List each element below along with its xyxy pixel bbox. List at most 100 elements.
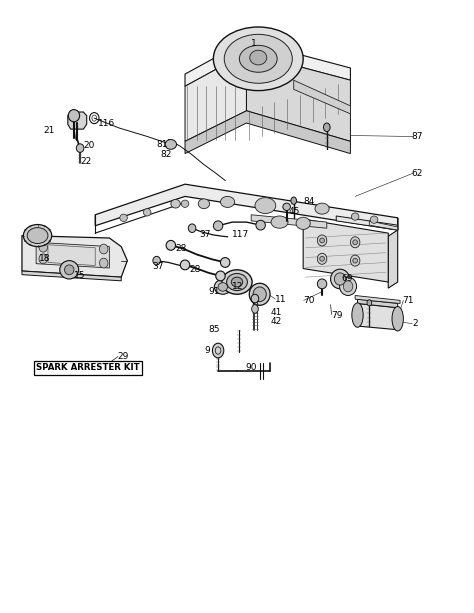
Ellipse shape — [100, 244, 108, 254]
Text: 90: 90 — [246, 363, 257, 372]
Text: 21: 21 — [43, 126, 55, 135]
Text: 29: 29 — [118, 352, 129, 361]
Text: 87: 87 — [412, 132, 423, 141]
Text: 84: 84 — [303, 197, 315, 206]
Text: 116: 116 — [98, 118, 115, 128]
Ellipse shape — [291, 197, 297, 204]
Polygon shape — [22, 235, 128, 277]
Polygon shape — [357, 303, 398, 330]
Ellipse shape — [153, 256, 160, 265]
Polygon shape — [36, 242, 109, 268]
Text: 62: 62 — [412, 169, 423, 178]
Ellipse shape — [216, 271, 225, 281]
Text: 22: 22 — [80, 157, 91, 166]
Ellipse shape — [212, 343, 224, 358]
Ellipse shape — [351, 213, 359, 220]
Polygon shape — [355, 295, 400, 303]
Text: 69: 69 — [341, 275, 353, 283]
Text: 79: 79 — [331, 311, 343, 320]
Ellipse shape — [171, 199, 180, 208]
Polygon shape — [185, 53, 246, 142]
Ellipse shape — [256, 220, 265, 230]
Ellipse shape — [330, 269, 349, 289]
Ellipse shape — [252, 305, 258, 313]
Ellipse shape — [214, 280, 231, 294]
Text: 20: 20 — [83, 141, 95, 150]
Ellipse shape — [319, 256, 324, 261]
Ellipse shape — [144, 208, 151, 216]
Text: 15: 15 — [74, 272, 85, 280]
Text: 85: 85 — [209, 325, 220, 333]
Ellipse shape — [220, 196, 235, 207]
Polygon shape — [22, 271, 121, 281]
Ellipse shape — [222, 270, 252, 294]
Ellipse shape — [350, 255, 360, 266]
Polygon shape — [369, 221, 398, 230]
Ellipse shape — [180, 260, 190, 270]
Ellipse shape — [218, 283, 228, 291]
Ellipse shape — [181, 200, 189, 207]
Ellipse shape — [213, 27, 303, 91]
Ellipse shape — [166, 240, 175, 250]
Ellipse shape — [319, 238, 324, 243]
Ellipse shape — [392, 306, 403, 331]
Ellipse shape — [27, 227, 48, 243]
Ellipse shape — [227, 273, 247, 291]
Ellipse shape — [353, 258, 357, 263]
Ellipse shape — [323, 123, 330, 132]
Ellipse shape — [188, 224, 196, 232]
Text: 45: 45 — [289, 207, 301, 216]
Ellipse shape — [239, 45, 277, 72]
Ellipse shape — [213, 221, 223, 230]
Text: 37: 37 — [199, 230, 210, 239]
Ellipse shape — [315, 203, 329, 214]
Ellipse shape — [250, 50, 267, 65]
Text: 81: 81 — [156, 140, 168, 149]
Text: 11: 11 — [275, 295, 286, 303]
Ellipse shape — [249, 283, 270, 305]
Text: 1: 1 — [251, 39, 257, 48]
Ellipse shape — [283, 203, 291, 210]
Ellipse shape — [318, 235, 327, 246]
Polygon shape — [246, 53, 350, 142]
Ellipse shape — [198, 199, 210, 208]
Text: 9: 9 — [204, 346, 210, 355]
Polygon shape — [336, 216, 398, 230]
Polygon shape — [357, 299, 398, 308]
Text: 28: 28 — [175, 244, 187, 253]
Ellipse shape — [64, 265, 74, 275]
Text: 18: 18 — [39, 254, 51, 264]
Text: 91: 91 — [209, 287, 220, 295]
Ellipse shape — [318, 279, 327, 289]
Text: 2: 2 — [412, 319, 418, 328]
Text: 117: 117 — [232, 230, 249, 239]
Polygon shape — [388, 218, 398, 288]
Ellipse shape — [68, 110, 80, 122]
Ellipse shape — [76, 144, 84, 153]
Text: 12: 12 — [232, 282, 244, 291]
Ellipse shape — [350, 237, 360, 248]
Ellipse shape — [353, 240, 357, 245]
Polygon shape — [303, 219, 388, 282]
Polygon shape — [68, 112, 87, 129]
Text: 28: 28 — [190, 265, 201, 274]
Ellipse shape — [271, 216, 288, 228]
Text: 42: 42 — [270, 317, 282, 326]
Ellipse shape — [100, 258, 108, 268]
Ellipse shape — [334, 273, 346, 285]
Ellipse shape — [253, 287, 266, 302]
Text: 70: 70 — [303, 296, 315, 305]
Polygon shape — [95, 184, 398, 230]
Ellipse shape — [120, 214, 128, 221]
Ellipse shape — [370, 216, 378, 223]
Text: SPARK ARRESTER KIT: SPARK ARRESTER KIT — [36, 363, 140, 372]
Ellipse shape — [296, 217, 310, 229]
Ellipse shape — [231, 277, 243, 287]
Ellipse shape — [367, 300, 372, 306]
Ellipse shape — [255, 197, 276, 213]
Ellipse shape — [224, 34, 292, 83]
Text: 82: 82 — [160, 150, 172, 159]
Ellipse shape — [318, 253, 327, 264]
Ellipse shape — [343, 281, 353, 292]
Ellipse shape — [39, 254, 47, 264]
